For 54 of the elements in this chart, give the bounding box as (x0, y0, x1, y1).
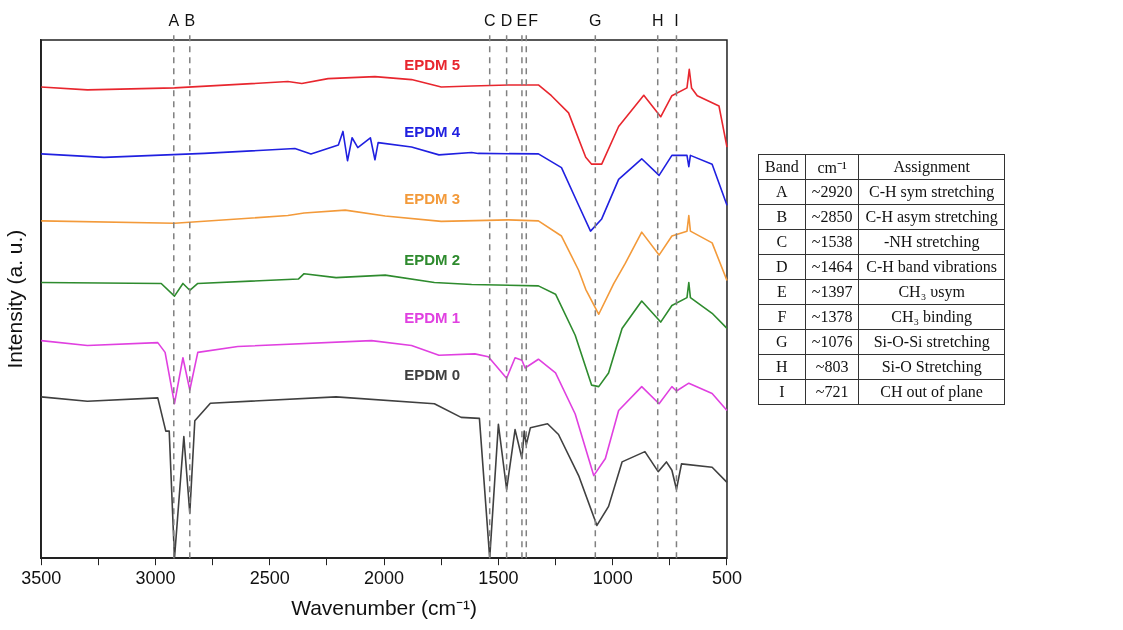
series-label: EPDM 0 (404, 365, 461, 383)
ref-line-label: I (674, 12, 679, 30)
x-axis-title: Wavenumber (cm⁻¹) (291, 596, 478, 620)
ref-line-label: C (483, 12, 496, 30)
text: A (758, 179, 806, 205)
text: Si-O-Si stretching (858, 329, 1005, 355)
series-label: EPDM 1 (404, 309, 461, 327)
ref-line-label: D (500, 12, 513, 30)
text: CH out of plane (858, 379, 1005, 405)
text: ~1538 (805, 229, 859, 255)
text: ~1076 (805, 329, 859, 355)
category-label: Assignment (858, 154, 1005, 180)
text: G (758, 329, 806, 355)
category-label: Band (758, 154, 806, 180)
ref-line-label: B (184, 12, 196, 30)
text: F (758, 304, 806, 330)
x-tick-label: 2000 (364, 567, 405, 588)
text: C-H band vibrations (858, 254, 1005, 280)
ref-line-label: H (651, 12, 664, 30)
text: B (758, 204, 806, 230)
x-tick-label: 2500 (249, 567, 290, 588)
text: ~1378 (805, 304, 859, 330)
category-label: cm⁻¹ (805, 154, 859, 180)
ref-line-label: A (168, 12, 180, 30)
ref-line-label: G (589, 12, 602, 30)
ref-line-label: F (528, 12, 539, 30)
x-tick-label: 3000 (135, 567, 176, 588)
text: I (758, 379, 806, 405)
text: -NH stretching (858, 229, 1005, 255)
series-label: EPDM 4 (404, 122, 461, 140)
text: C-H sym stretching (858, 179, 1005, 205)
series-label: EPDM 5 (404, 55, 461, 73)
text: ~1397 (805, 279, 859, 305)
text: D (758, 254, 806, 280)
x-tick-label: 3500 (21, 567, 62, 588)
ref-line-label: E (516, 12, 528, 30)
text: CH₃ binding (858, 304, 1005, 330)
text: C-H asym stretching (858, 204, 1005, 230)
text: ~803 (805, 354, 859, 380)
y-axis-title: Intensity (a. u.) (3, 229, 27, 369)
text: ~2850 (805, 204, 859, 230)
text: E (758, 279, 806, 305)
text: CH₃ υsym (858, 279, 1005, 305)
text: ~2920 (805, 179, 859, 205)
series-label: EPDM 3 (404, 189, 461, 207)
x-tick-label: 1500 (478, 567, 519, 588)
series-label: EPDM 2 (404, 251, 461, 269)
text: H (758, 354, 806, 380)
text: ~721 (805, 379, 859, 405)
text: ~1464 (805, 254, 859, 280)
text: C (758, 229, 806, 255)
x-tick-label: 1000 (592, 567, 633, 588)
x-tick-label: 500 (711, 567, 743, 588)
text: Si-O Stretching (858, 354, 1005, 380)
